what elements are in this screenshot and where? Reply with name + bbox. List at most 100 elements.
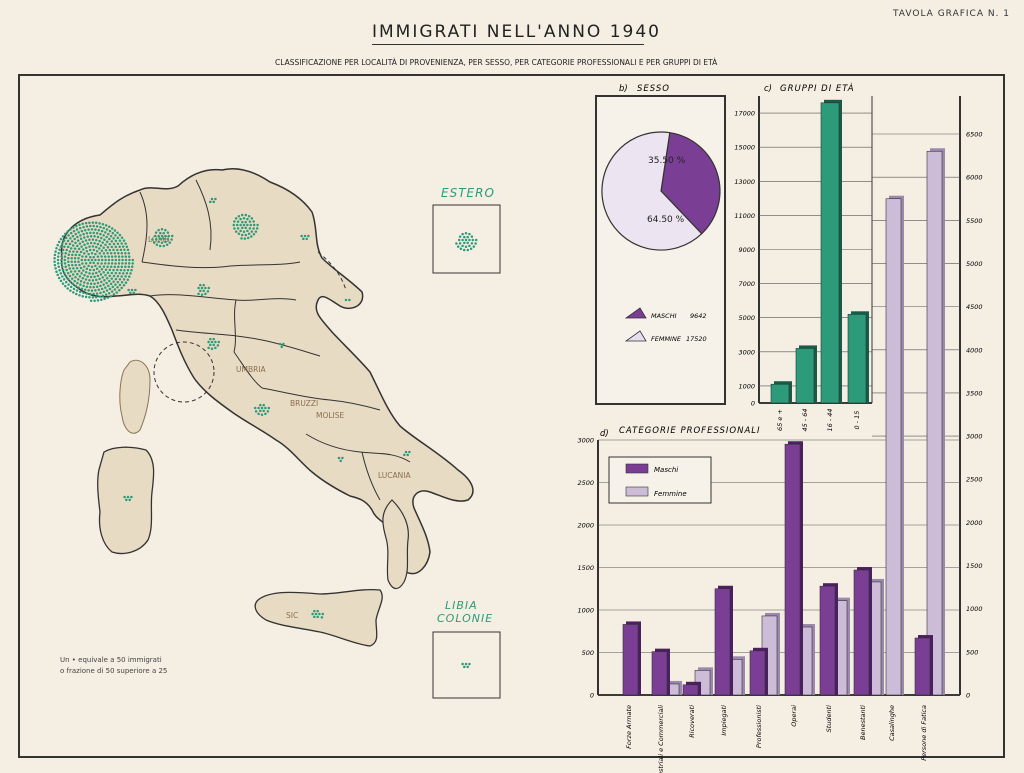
immigrant-dot (316, 609, 319, 613)
immigrant-dot (107, 258, 111, 262)
immigrant-dot (114, 271, 118, 275)
legend-swatch-femmine (624, 330, 647, 342)
chart-c-ytick-label: 13000 (734, 178, 755, 186)
immigrant-dot (461, 244, 464, 248)
immigrant-dot (91, 272, 95, 275)
immigrant-dot (74, 275, 77, 279)
immigrant-dot (65, 268, 68, 272)
immigrant-dot (470, 242, 474, 245)
immigrant-dot (121, 245, 125, 248)
immigrant-dot (73, 247, 77, 250)
estero-dot-cluster (455, 231, 478, 252)
immigrant-dot (116, 286, 119, 289)
immigrant-dot (94, 289, 97, 292)
chart-c-xtick-labels: 65 e + 45 - 64 16 - 44 0 - 15 (776, 408, 861, 431)
immigrant-dot (259, 403, 262, 407)
dot-cluster-campania (337, 456, 344, 463)
immigrant-dot (124, 258, 128, 262)
immigrant-dot (88, 278, 91, 282)
immigrant-dot (108, 268, 112, 272)
immigrant-dot (100, 262, 103, 265)
immigrant-dot (105, 235, 108, 239)
immigrant-dot (94, 295, 98, 299)
calabria (382, 499, 409, 590)
immigrant-dot (212, 337, 215, 341)
chart-d-bars (622, 148, 945, 696)
immigrant-dot (471, 238, 475, 242)
immigrant-dot (61, 248, 65, 252)
immigrant-dot (73, 270, 77, 273)
immigrant-dot (106, 252, 109, 255)
immigrant-dot (109, 251, 113, 255)
immigrant-dot (97, 228, 101, 232)
immigrant-dot (126, 268, 130, 272)
immigrant-dot (112, 248, 115, 252)
immigrant-dot (116, 275, 120, 278)
immigrant-dot (97, 288, 101, 292)
immigrant-dot (128, 498, 131, 502)
immigrant-dot (86, 275, 89, 278)
immigrant-dot (115, 291, 118, 294)
immigrant-dot (92, 292, 95, 296)
immigrant-dot (105, 289, 109, 292)
immigrant-dot (70, 277, 74, 280)
immigrant-dot (107, 284, 110, 288)
immigrant-dot (84, 246, 88, 249)
chart-d-left-ytick-labels: 0 500 1000 1500 2000 2500 3000 (577, 437, 594, 700)
immigrant-dot (80, 287, 84, 291)
immigrant-dot (252, 233, 256, 236)
immigrant-dot (102, 265, 106, 268)
immigrant-dot (464, 231, 468, 235)
immigrant-dot (91, 245, 95, 248)
pie-group (601, 131, 721, 251)
colonie-label: COLONIE (437, 612, 493, 625)
immigrant-dot (114, 255, 117, 258)
immigrant-dot (74, 232, 77, 236)
chart-d-bar-femmine (926, 150, 943, 696)
immigrant-dot (72, 250, 75, 253)
immigrant-dot (468, 244, 471, 248)
immigrant-dot (90, 251, 94, 255)
immigrant-dot (94, 271, 98, 275)
immigrant-dot (254, 410, 258, 413)
immigrant-dot (104, 231, 107, 234)
immigrant-dot (63, 258, 67, 262)
immigrant-dot (92, 255, 95, 259)
immigrant-dot (264, 412, 267, 416)
immigrant-dot (83, 236, 86, 239)
immigrant-dot (81, 276, 85, 280)
immigrant-dot (112, 293, 116, 296)
chart-d-right-ytick-label: 4000 (966, 346, 983, 354)
immigrant-dot (87, 264, 90, 268)
immigrant-dot (82, 225, 85, 229)
immigrant-dot (321, 612, 325, 616)
immigrant-dot (108, 237, 111, 241)
immigrant-dot (71, 282, 75, 286)
immigrant-dot (82, 265, 86, 268)
immigrant-dot (249, 223, 253, 227)
immigrant-dot (124, 242, 127, 245)
immigrant-dot (79, 279, 83, 283)
chart-d-bar-maschi (853, 569, 870, 696)
immigrant-dot (89, 299, 93, 303)
immigrant-dot (57, 265, 60, 269)
immigrant-dot (246, 229, 249, 233)
immigrant-dot (114, 283, 117, 286)
immigrant-dot (202, 283, 205, 287)
immigrant-dot (170, 234, 174, 238)
immigrant-dot (94, 221, 98, 225)
immigrant-dot (456, 245, 460, 248)
immigrant-dot (79, 237, 83, 241)
immigrant-dot (314, 612, 318, 616)
immigrant-dot (408, 450, 411, 454)
immigrant-dot (63, 255, 67, 258)
immigrant-dot (82, 269, 85, 272)
immigrant-dot (116, 248, 119, 252)
region-boundaries (139, 179, 411, 501)
chart-d-left-ytick-label: 500 (582, 649, 594, 657)
immigrant-dot (107, 225, 111, 229)
map-legend-line-1: Un • equivale a 50 immigrati (60, 656, 162, 664)
immigrant-dot (200, 286, 204, 290)
immigrant-dot (85, 292, 89, 295)
immigrant-dot (124, 281, 128, 284)
